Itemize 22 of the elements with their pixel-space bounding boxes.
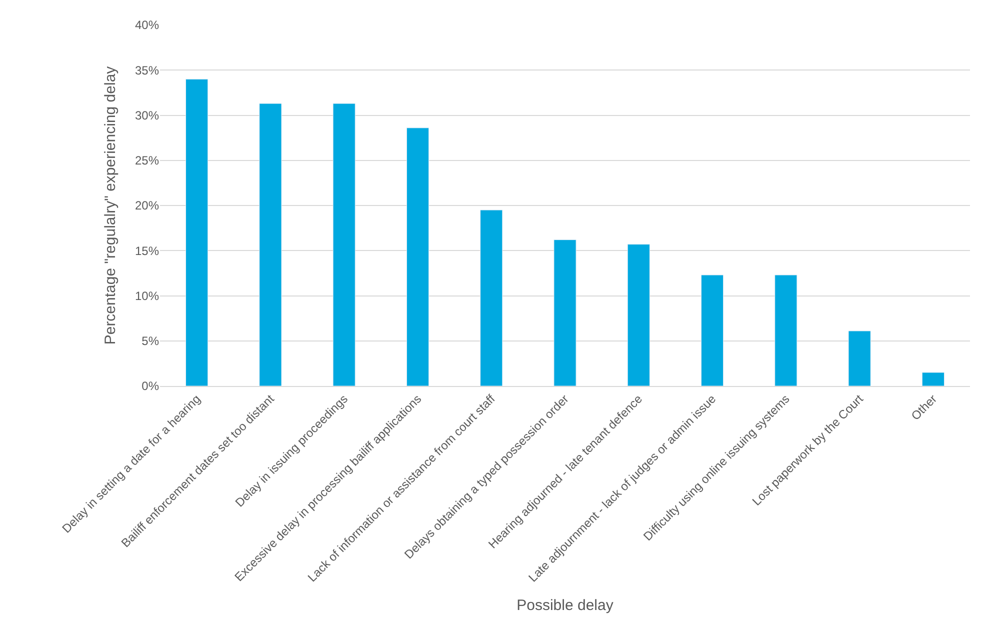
bar [700, 274, 724, 386]
y-tick-label: 35% [134, 63, 160, 78]
y-tick-label: 10% [134, 288, 160, 303]
bar [186, 78, 208, 386]
y-tick-label: 25% [134, 154, 160, 168]
y-tick-label: 5% [142, 334, 160, 348]
bar [554, 240, 576, 386]
bar [259, 103, 282, 386]
y-tick-label: 15% [134, 244, 160, 258]
bar [406, 128, 430, 386]
bar [627, 244, 650, 386]
y-axis-title: Percentage "regulalry" experiencing delay [102, 66, 120, 345]
y-tick-label: 40% [134, 18, 160, 32]
bar [922, 372, 944, 386]
bar [332, 103, 356, 386]
bar [848, 330, 871, 386]
y-tick-label: 30% [134, 108, 160, 122]
bar [480, 210, 503, 386]
y-tick-label: 0% [142, 379, 160, 394]
bar [774, 274, 798, 386]
y-tick-label: 20% [134, 198, 160, 213]
x-axis-title: Possible delay [516, 596, 614, 614]
